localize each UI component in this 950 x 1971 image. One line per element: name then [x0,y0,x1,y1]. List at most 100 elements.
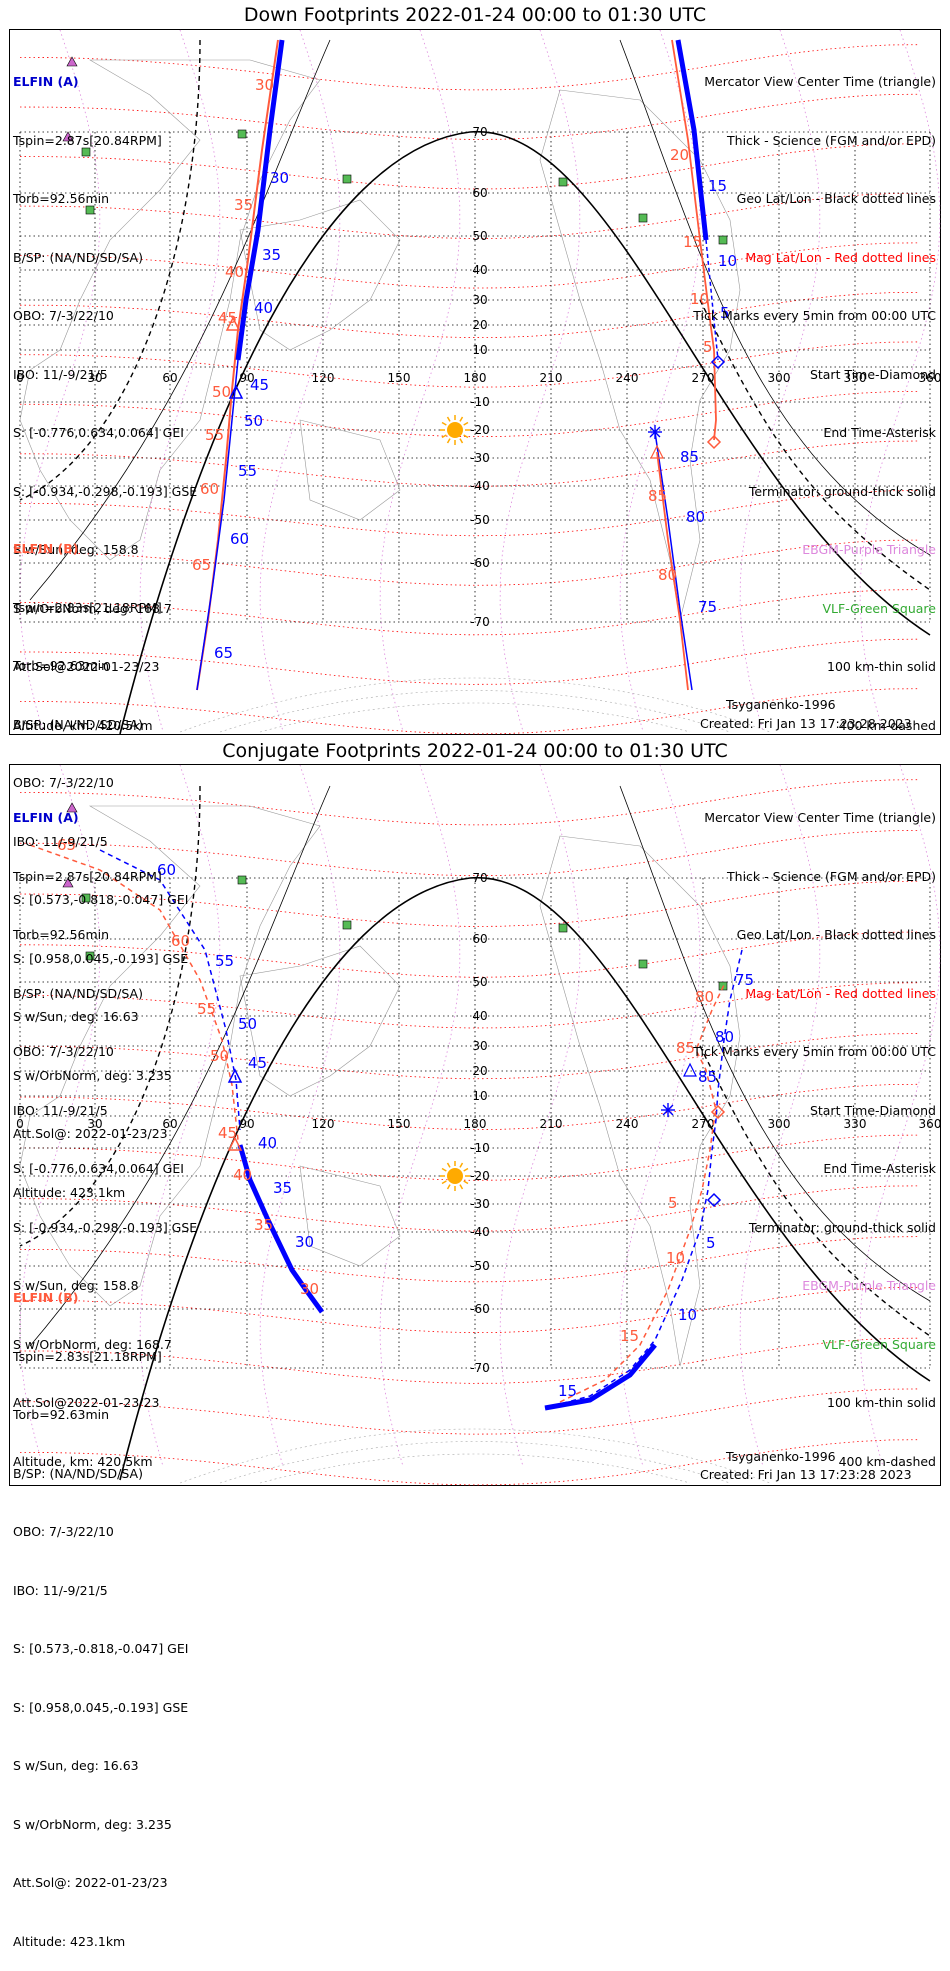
elfin-b-track-right [671,39,717,441]
mag-lon-line [139,764,221,1466]
ebgm-triangle [66,56,78,67]
legend-item: Mag Lat/Lon - Red dotted lines [745,985,936,1001]
mag-lat-line [19,192,921,239]
tick-label-elfin-b: 30 [255,76,274,94]
tick-label-elfin-a: 55 [215,952,234,970]
panel-title-down: Down Footprints 2022-01-24 00:00 to 01:3… [243,4,707,26]
alt400-line-right [699,299,931,591]
tick-label-elfin-b: 55 [205,426,224,444]
lon-tick-label: 120 [312,371,335,385]
start-diamond-a [706,1192,722,1208]
legend-conj: Mercator View Center Time (triangle) Thi… [693,769,936,1491]
mag-lat-line [19,242,921,289]
elfin-a-science-right [675,39,709,241]
info-line: S w/Sun, deg: 158.8 [13,1278,139,1293]
mag-lat-line [19,589,921,636]
tick-label-elfin-b: 55 [197,1000,216,1018]
continent-outline [539,835,741,1367]
info-line: IBO: 11/-9/21/5 [13,833,108,849]
vlf-square [81,893,91,903]
info-line: OBO: 7/-3/22/10 [13,1044,114,1059]
mag-lon-line [619,29,701,731]
lat-tick-label: 60 [472,186,487,200]
tick-label-elfin-a: 75 [735,971,754,989]
info-line: OBO: 7/-3/22/10 [13,1524,114,1539]
tick-label-elfin-a: 45 [250,376,269,394]
lat-tick-label: -60 [470,1302,490,1316]
mag-lat-line [19,1337,921,1384]
info-line: S w/Sun, deg: 158.8 [13,542,139,557]
vlf-square [558,177,568,187]
lat-tick-label: 50 [472,229,487,243]
info-line: S w/OrbNorm, deg: 168.7 [13,1336,172,1352]
elfin-a-info-conj: ELFIN (A) Tspin=2.87s[20.84RPM] Torb=92.… [13,769,197,1491]
tick-label-elfin-a: 30 [270,169,289,187]
tick-label-elfin-a: 80 [715,1028,734,1046]
mag-lon-line [19,764,101,1466]
lon-tick-label: 60 [162,371,177,385]
lat-tick-label: 10 [472,1089,487,1103]
sun-ray [459,1184,464,1190]
info-line: Tspin=2.87s[20.84RPM] [13,132,162,148]
tick-label-elfin-a: 55 [238,462,257,480]
model-label: Tsyganenko-1996 [726,1449,836,1464]
info-line: IBO: 11/-9/21/5 [13,1582,108,1598]
legend-item: Terminator: ground-thick solid [748,1219,936,1235]
info-line: S: [0.958,0.045,-0.193] GSE [13,1699,189,1715]
info-line: Tspin=2.83s[21.18RPM] [13,599,162,615]
vlf-square [638,959,648,969]
lat-tick-label: -50 [470,1259,490,1273]
legend-item: EBGM-Purple Triangle [802,1278,936,1293]
info-line: Altitude: 423.1km [13,1184,126,1200]
sun-icon [447,1168,463,1184]
legend-item: Thick - Science (FGM and/or EPD) [727,868,936,884]
elfin-a-dashed-right [544,949,743,1409]
legend-item: 100 km-thin solid [827,1395,936,1410]
tick-label-elfin-b: 5 [668,1194,678,1212]
tick-label-elfin-a: 5 [720,304,730,322]
mag-lat-line [19,1083,921,1130]
mag-lon-line [379,29,461,731]
lat-tick-label: 40 [472,263,487,277]
mag-lon-line [739,29,821,731]
continent-outline [539,89,741,621]
legend-item: VLF-Green Square [822,600,936,616]
lat-tick-label: -20 [470,423,490,437]
tick-label-elfin-a: 15 [708,177,727,195]
start-diamond-a [710,354,726,370]
info-line: Torb=92.56min [13,191,110,206]
info-line: Att.Sol@: 2022-01-23/23 [13,1875,168,1890]
mag-lat-line [19,1286,921,1334]
lat-tick-label: 50 [472,975,487,989]
lon-tick-label: 330 [844,1117,867,1131]
tick-label-elfin-a: 80 [686,508,705,526]
tick-label-elfin-a: 35 [273,1179,292,1197]
mag-lat-line [19,931,921,978]
tick-label-elfin-b: 60 [200,480,219,498]
mag-lat-line [19,1134,921,1181]
tick-label-elfin-b: 10 [690,290,709,308]
lat-tick-label: -10 [470,395,490,409]
tick-label-elfin-b: 10 [666,1249,685,1267]
continent-outline [239,199,401,351]
alt400-line-left [19,785,201,1247]
lat-tick-label: -70 [470,1361,490,1375]
tick-label-elfin-a: 10 [678,1306,697,1324]
vlf-square [85,951,95,961]
lon-tick-label: 270 [692,371,715,385]
vlf-square [558,923,568,933]
lat-tick-label: -10 [470,1141,490,1155]
legend-item: Mag Lat/Lon - Red dotted lines [745,249,936,265]
info-line: S: [-0.776,0.634,0.064] GEI [13,1161,184,1176]
sun-ray [446,416,451,422]
tick-label-elfin-a: 60 [157,861,176,879]
ebgm-triangle [62,131,74,142]
lon-tick-label: 150 [388,1117,411,1131]
info-line: Tspin=2.87s[20.84RPM] [13,868,162,884]
info-line: Att.Sol@2022-01-23/23 [13,659,160,674]
legend-item: Mercator View Center Time (triangle) [704,810,936,825]
sun-ray [463,1167,469,1172]
mag-lat-line [19,539,921,586]
terminator-line [119,131,931,735]
info-line: Att.Sol@2022-01-23/23 [13,1395,160,1410]
